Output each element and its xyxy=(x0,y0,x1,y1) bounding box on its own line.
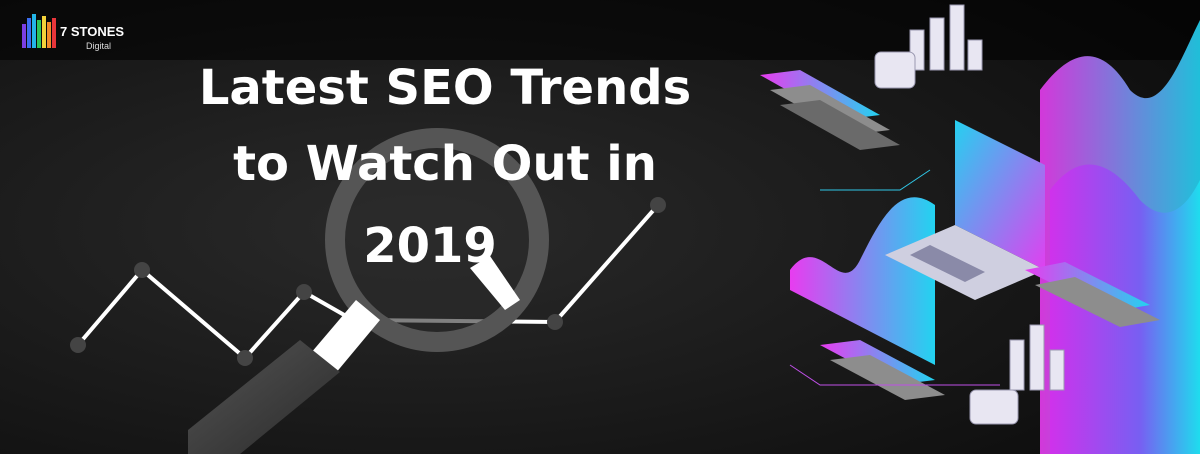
blocks xyxy=(874,4,1065,425)
headline-line: Latest SEO Trends xyxy=(199,60,691,116)
logo-name: 7 STONES xyxy=(60,24,124,39)
block xyxy=(967,39,983,71)
wave xyxy=(790,197,935,365)
laptop-keys xyxy=(910,245,985,282)
circuit xyxy=(789,364,1000,386)
dot xyxy=(237,350,253,366)
dot xyxy=(547,314,563,330)
handle xyxy=(188,340,340,454)
bar-row xyxy=(830,355,945,400)
dot xyxy=(70,337,86,353)
block xyxy=(1009,339,1025,391)
magnifier xyxy=(188,128,549,454)
logo: 7 STONES Digital xyxy=(22,14,124,51)
circuit xyxy=(820,169,931,191)
laptop-screen xyxy=(955,120,1045,270)
user-tile xyxy=(969,389,1019,425)
logo-bar xyxy=(47,22,51,48)
illustration xyxy=(760,4,1200,454)
logo-bar xyxy=(22,24,26,48)
logo-bar xyxy=(37,20,41,48)
top-band xyxy=(0,0,1200,60)
lens xyxy=(325,128,549,352)
logo-tagline: Digital xyxy=(86,41,111,51)
headline-line: 2019 xyxy=(363,218,497,274)
logo-bar xyxy=(27,18,31,48)
bar-row xyxy=(1035,277,1160,327)
block xyxy=(929,17,945,71)
block xyxy=(1029,324,1045,391)
headline-line: to Watch Out in xyxy=(233,136,657,192)
trend-dots xyxy=(70,197,666,366)
logo-bar xyxy=(32,14,36,48)
block xyxy=(1049,349,1065,391)
logo-bar xyxy=(42,16,46,48)
dot xyxy=(650,197,666,213)
bar-row xyxy=(780,100,900,150)
dot xyxy=(296,284,312,300)
dot xyxy=(134,262,150,278)
glint xyxy=(470,256,520,310)
logo-bar xyxy=(52,18,56,48)
bar-stack xyxy=(760,70,1160,400)
clock-tile xyxy=(874,51,916,89)
block xyxy=(949,4,965,71)
